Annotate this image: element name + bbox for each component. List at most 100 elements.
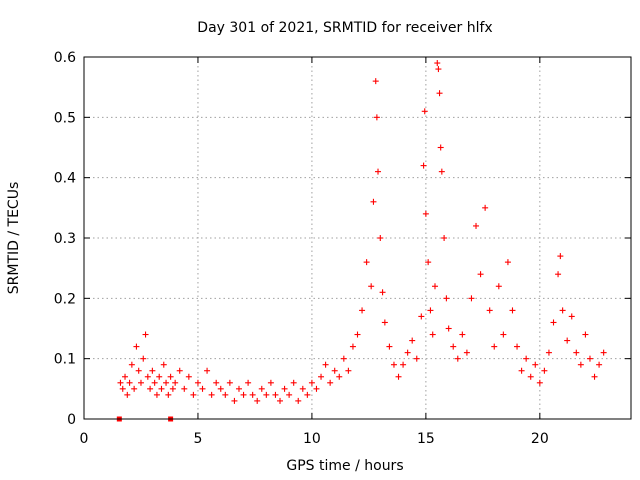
data-point xyxy=(463,349,470,356)
data-point xyxy=(277,397,284,404)
data-point xyxy=(349,343,356,350)
data-point xyxy=(375,168,382,175)
data-point xyxy=(486,307,493,314)
data-point xyxy=(557,253,564,260)
data-point xyxy=(443,295,450,302)
data-point xyxy=(596,361,603,368)
data-point xyxy=(582,331,589,338)
data-point xyxy=(527,373,534,380)
data-point xyxy=(208,391,215,398)
data-point xyxy=(591,373,598,380)
data-point xyxy=(308,379,315,386)
data-point xyxy=(158,385,165,392)
data-point xyxy=(429,331,436,338)
data-point xyxy=(336,373,343,380)
y-axis-label: SRMTID / TECUs xyxy=(6,182,22,295)
data-point xyxy=(245,379,252,386)
x-tick-label: 10 xyxy=(303,431,321,447)
data-point xyxy=(231,397,238,404)
data-point xyxy=(418,313,425,320)
data-point xyxy=(131,385,138,392)
data-point xyxy=(272,391,279,398)
data-point xyxy=(473,222,480,229)
data-point xyxy=(491,343,498,350)
data-point xyxy=(160,361,167,368)
y-tick-label: 0.4 xyxy=(54,171,76,187)
data-point xyxy=(431,283,438,290)
data-point xyxy=(304,391,311,398)
data-point xyxy=(441,235,448,241)
data-point xyxy=(147,385,154,392)
data-point xyxy=(185,373,192,380)
data-point xyxy=(509,307,516,314)
data-point xyxy=(514,343,521,350)
data-point xyxy=(122,373,129,380)
data-point xyxy=(267,379,274,386)
data-point xyxy=(536,379,543,386)
data-point xyxy=(434,60,441,67)
data-point xyxy=(354,331,361,338)
data-point xyxy=(149,367,156,374)
x-tick-label: 15 xyxy=(417,431,435,447)
data-point xyxy=(240,391,247,398)
x-tick-label: 0 xyxy=(80,431,89,447)
data-point xyxy=(165,391,172,398)
data-point xyxy=(436,90,443,97)
data-point xyxy=(409,337,416,344)
data-point xyxy=(327,379,334,386)
data-point xyxy=(504,259,511,266)
data-point xyxy=(437,144,444,151)
data-point xyxy=(167,373,174,380)
data-point xyxy=(295,397,302,404)
data-point xyxy=(299,385,306,392)
data-point xyxy=(555,271,562,278)
data-point xyxy=(386,343,393,350)
data-point xyxy=(169,385,176,392)
data-point xyxy=(577,361,584,368)
y-tick-label: 0.6 xyxy=(54,50,76,66)
data-point xyxy=(363,259,370,266)
data-point xyxy=(435,66,442,73)
data-point xyxy=(459,331,466,338)
data-point xyxy=(564,337,571,344)
data-point xyxy=(128,361,135,368)
data-point xyxy=(140,355,147,362)
data-point xyxy=(135,367,142,374)
data-point xyxy=(368,283,375,290)
data-point xyxy=(373,114,380,121)
data-point xyxy=(126,379,133,386)
data-point xyxy=(420,162,427,169)
data-point xyxy=(541,367,548,374)
data-point xyxy=(153,391,160,398)
data-point xyxy=(377,235,384,241)
data-point xyxy=(222,391,229,398)
data-point xyxy=(390,361,397,368)
data-point xyxy=(249,391,256,398)
data-point xyxy=(217,385,224,392)
data-point xyxy=(156,373,163,380)
data-point xyxy=(119,385,126,392)
data-point xyxy=(413,355,420,362)
data-point xyxy=(422,210,429,217)
data-point xyxy=(372,78,379,85)
data-point xyxy=(550,319,557,326)
data-point xyxy=(331,367,338,374)
data-point xyxy=(545,349,552,356)
data-point xyxy=(281,385,288,392)
data-point xyxy=(345,367,352,374)
data-point xyxy=(172,379,179,386)
data-point xyxy=(454,355,461,362)
data-point xyxy=(500,331,507,338)
data-point xyxy=(523,355,530,362)
data-point xyxy=(124,391,131,398)
data-point xyxy=(144,373,151,380)
data-point xyxy=(290,379,297,386)
data-point xyxy=(559,307,566,314)
data-point xyxy=(313,385,320,392)
data-point xyxy=(204,367,211,374)
data-point xyxy=(194,379,201,386)
data-point xyxy=(379,289,386,296)
plot-frame xyxy=(83,56,632,420)
data-point xyxy=(445,325,452,332)
